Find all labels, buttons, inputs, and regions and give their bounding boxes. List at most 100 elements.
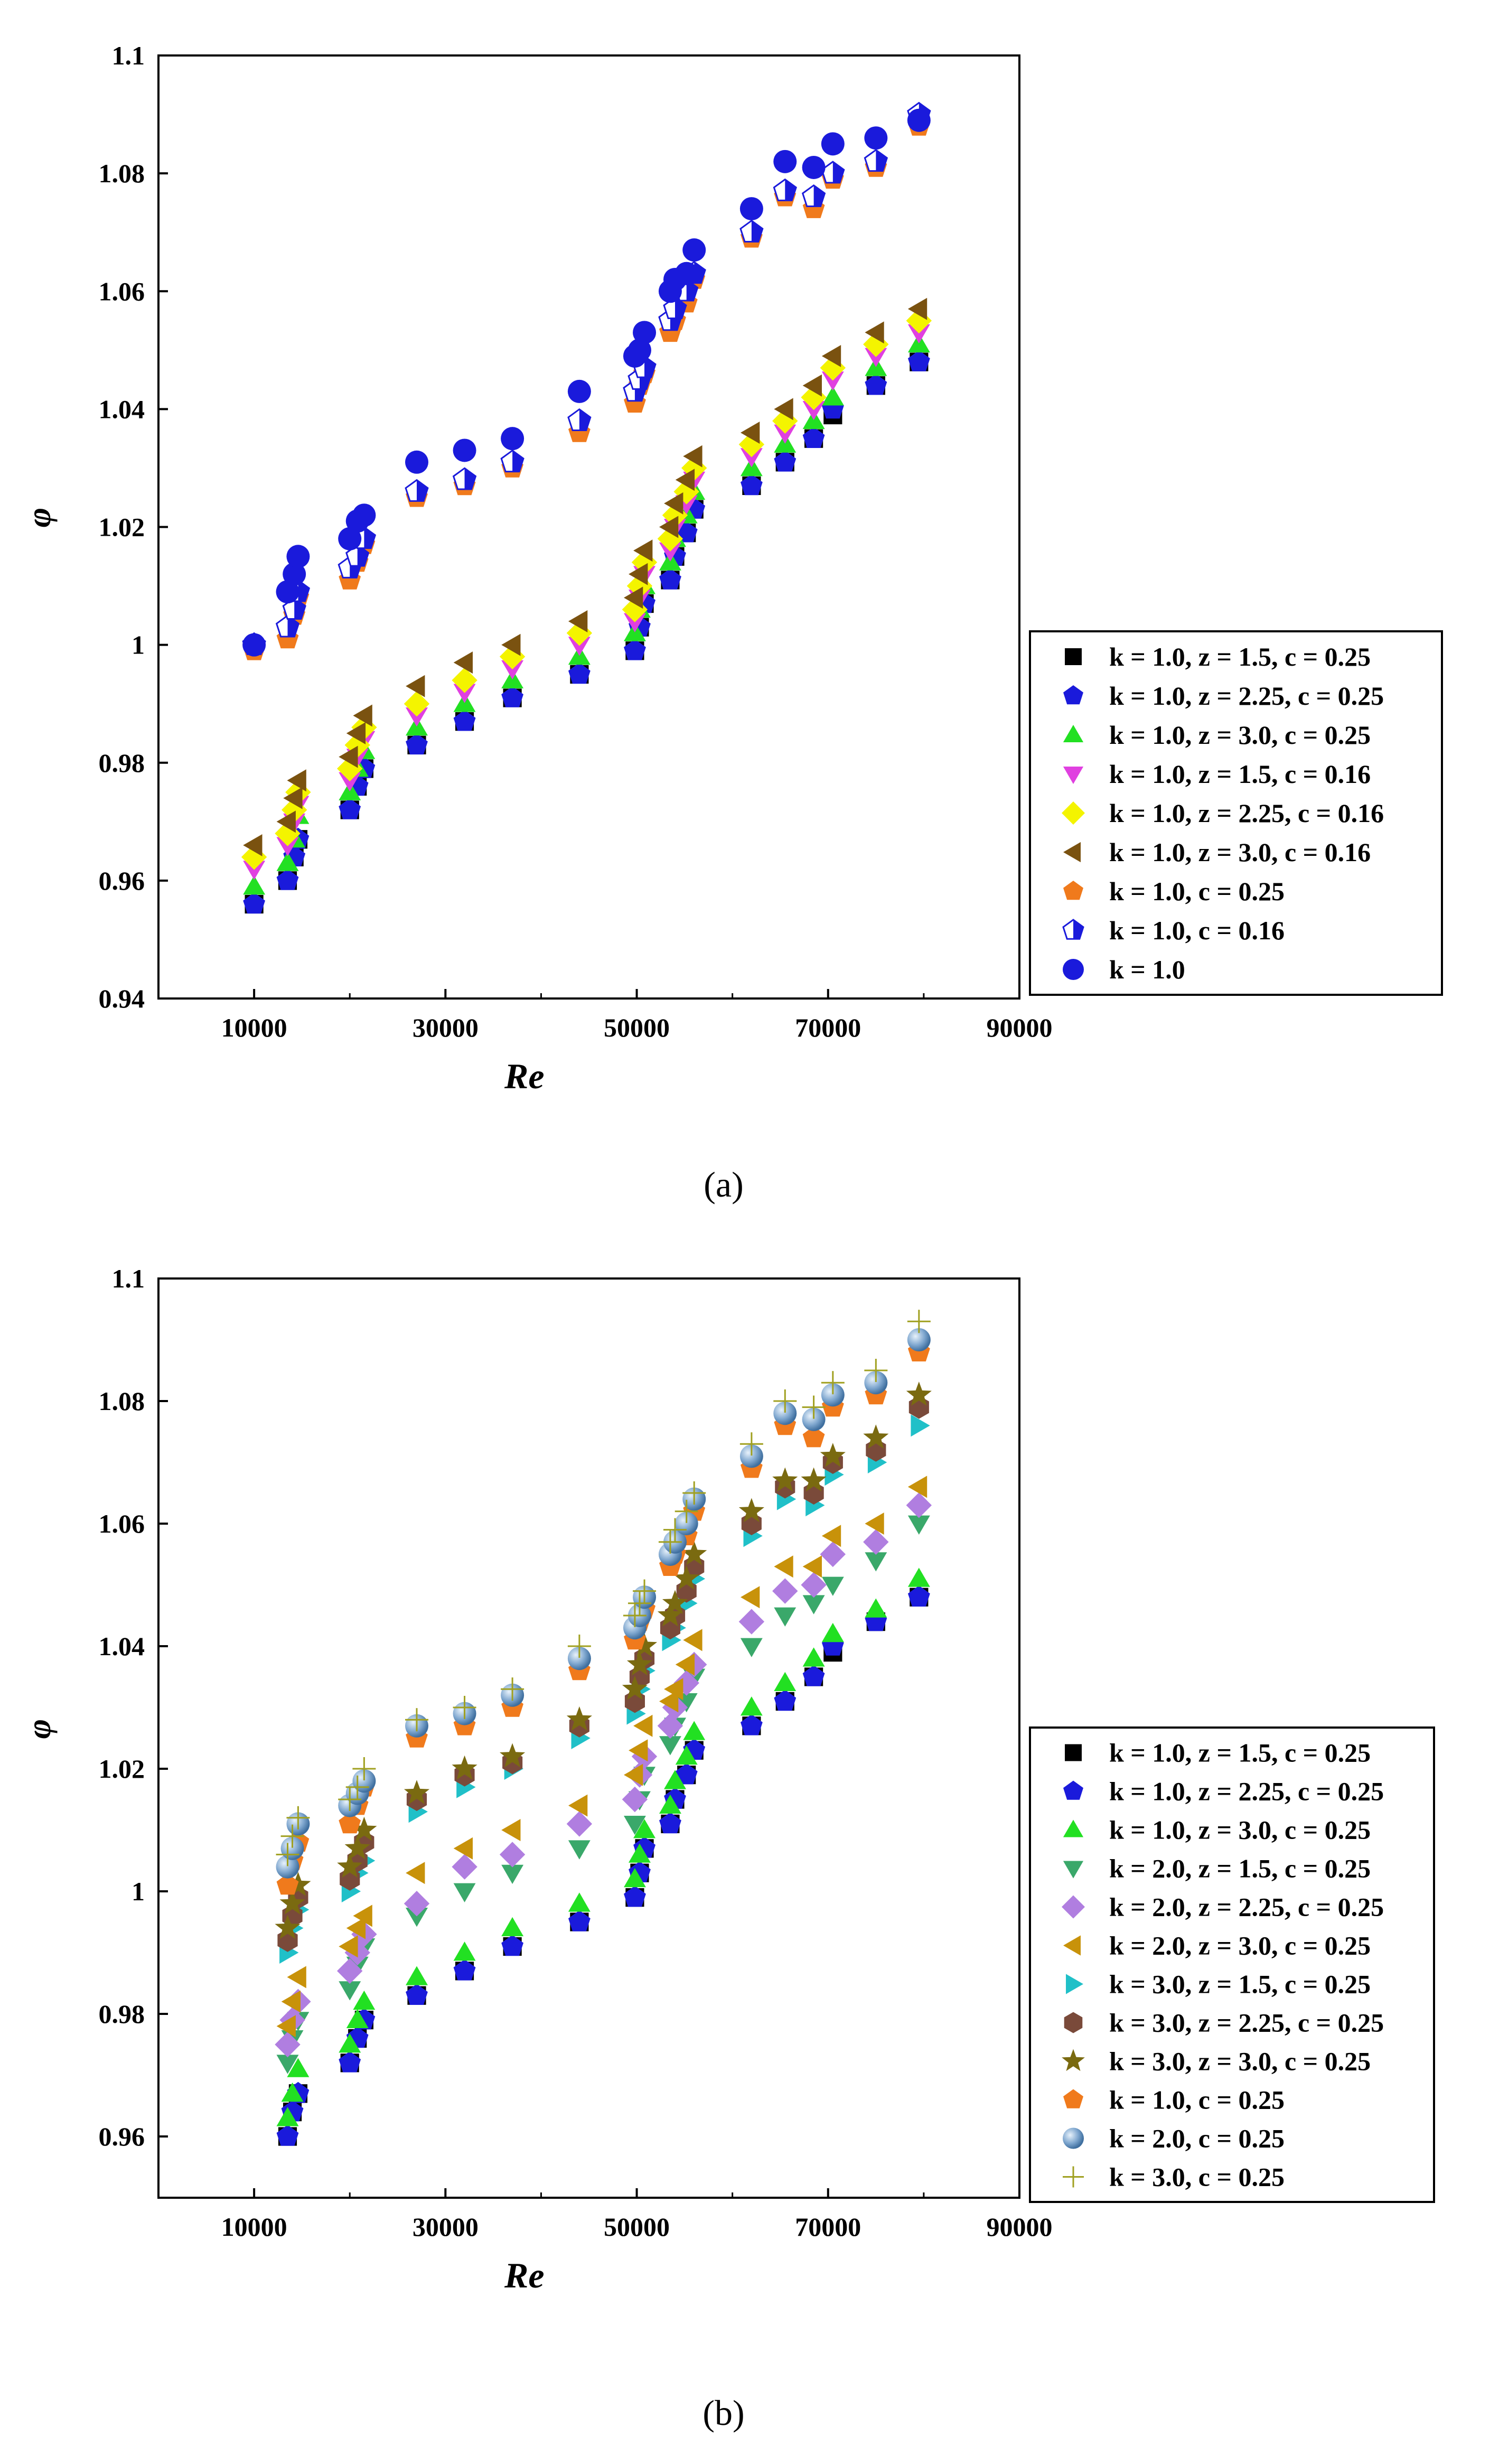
legend-marker [1063, 2127, 1084, 2149]
data-point [406, 707, 428, 727]
data-point [501, 633, 521, 656]
data-point [802, 1647, 825, 1667]
data-point [772, 408, 798, 434]
data-point [863, 1424, 889, 1449]
legend-marker [1063, 959, 1084, 980]
data-point [352, 503, 376, 527]
data-point [907, 1310, 931, 1333]
data-point [405, 450, 428, 474]
data-point [906, 1492, 932, 1518]
data-point [276, 2055, 299, 2074]
x-tick-label: 50000 [604, 1013, 670, 1042]
data-point [453, 1837, 473, 1860]
data-points [275, 1310, 932, 2146]
data-point [276, 810, 296, 833]
data-point [406, 1966, 428, 1985]
data-point [566, 620, 593, 646]
data-point [664, 492, 683, 515]
data-point [801, 184, 826, 207]
legend-marker [1063, 685, 1083, 705]
legend-item: k = 2.0, z = 2.25, c = 0.25 [1062, 1892, 1384, 1922]
y-tick-label: 0.96 [99, 866, 145, 895]
data-point [865, 1513, 884, 1535]
data-point [633, 1714, 653, 1737]
data-point [501, 686, 523, 707]
data-point [802, 427, 825, 448]
legend-marker [1063, 1861, 1084, 1879]
legend-marker [1062, 919, 1084, 940]
data-point [339, 2051, 361, 2073]
series-6 [276, 1476, 927, 2038]
y-tick-label: 1.06 [99, 1509, 145, 1538]
data-point [627, 338, 651, 362]
data-point [285, 1872, 311, 1896]
data-points [241, 101, 932, 914]
data-point [673, 479, 699, 505]
x-axis-label: Re [504, 2255, 545, 2295]
legend-label: k = 1.0, z = 1.5, c = 0.25 [1109, 642, 1371, 671]
legend-label: k = 1.0, c = 0.25 [1109, 876, 1285, 906]
data-point [338, 1788, 362, 1811]
data-point [501, 660, 524, 680]
data-point [802, 401, 825, 421]
data-point [865, 374, 887, 395]
data-point [741, 1714, 763, 1735]
data-point [738, 1498, 764, 1523]
data-point [624, 1886, 646, 1907]
data-point [658, 1530, 682, 1554]
data-point [681, 1541, 707, 1565]
data-point [774, 450, 797, 472]
data-point [821, 1622, 844, 1642]
legend-item: k = 1.0, z = 3.0, c = 0.16 [1063, 837, 1371, 867]
data-point [568, 1794, 588, 1817]
data-point [738, 1609, 765, 1635]
data-point [802, 374, 822, 397]
y-tick-label: 0.98 [99, 748, 145, 778]
data-point [682, 238, 706, 262]
data-point [568, 1910, 591, 1931]
data-point [243, 861, 266, 880]
legend-label: k = 2.0, z = 2.25, c = 0.25 [1109, 1892, 1384, 1922]
legend-item: k = 2.0, z = 1.5, c = 0.25 [1063, 1854, 1371, 1883]
series-2 [276, 1585, 930, 2146]
data-point [821, 345, 841, 367]
data-point [344, 732, 370, 758]
data-point [243, 834, 263, 856]
legend-item: k = 3.0, c = 0.25 [1063, 2162, 1285, 2192]
data-point [659, 1794, 681, 1814]
data-point [287, 769, 306, 792]
data-point [774, 1690, 797, 1711]
data-point [568, 637, 591, 656]
data-point [659, 1690, 679, 1713]
data-point [741, 422, 760, 444]
legend-item: k = 1.0, z = 1.5, c = 0.25 [1065, 1738, 1371, 1768]
y-tick-label: 1 [132, 1877, 145, 1906]
data-point [907, 1515, 930, 1535]
legend: k = 1.0, z = 1.5, c = 0.25 k = 1.0, z = 2… [1029, 1726, 1435, 2203]
data-point [452, 1755, 477, 1780]
data-point [802, 1407, 826, 1431]
legend-marker [1065, 648, 1082, 665]
data-point [287, 2058, 310, 2077]
legend-label: k = 1.0, z = 2.25, c = 0.25 [1109, 681, 1384, 711]
data-point [907, 297, 927, 320]
data-point [865, 1552, 887, 1572]
data-point [774, 1555, 793, 1578]
data-point [802, 1395, 826, 1419]
data-point [567, 379, 591, 403]
data-point [275, 2031, 301, 2058]
data-point [353, 704, 372, 727]
data-point [663, 1518, 687, 1542]
data-point [568, 610, 588, 632]
data-point [568, 1840, 591, 1860]
data-point [774, 1607, 797, 1627]
legend-item: k = 1.0, c = 0.25 [1063, 876, 1285, 906]
data-point [821, 1576, 844, 1596]
data-point [276, 1843, 299, 1866]
data-point [624, 586, 643, 609]
data-point [802, 1555, 822, 1578]
legend-marker [1066, 1974, 1083, 1994]
data-point [863, 331, 889, 357]
data-point [501, 1917, 524, 1936]
data-point [501, 1935, 523, 1956]
